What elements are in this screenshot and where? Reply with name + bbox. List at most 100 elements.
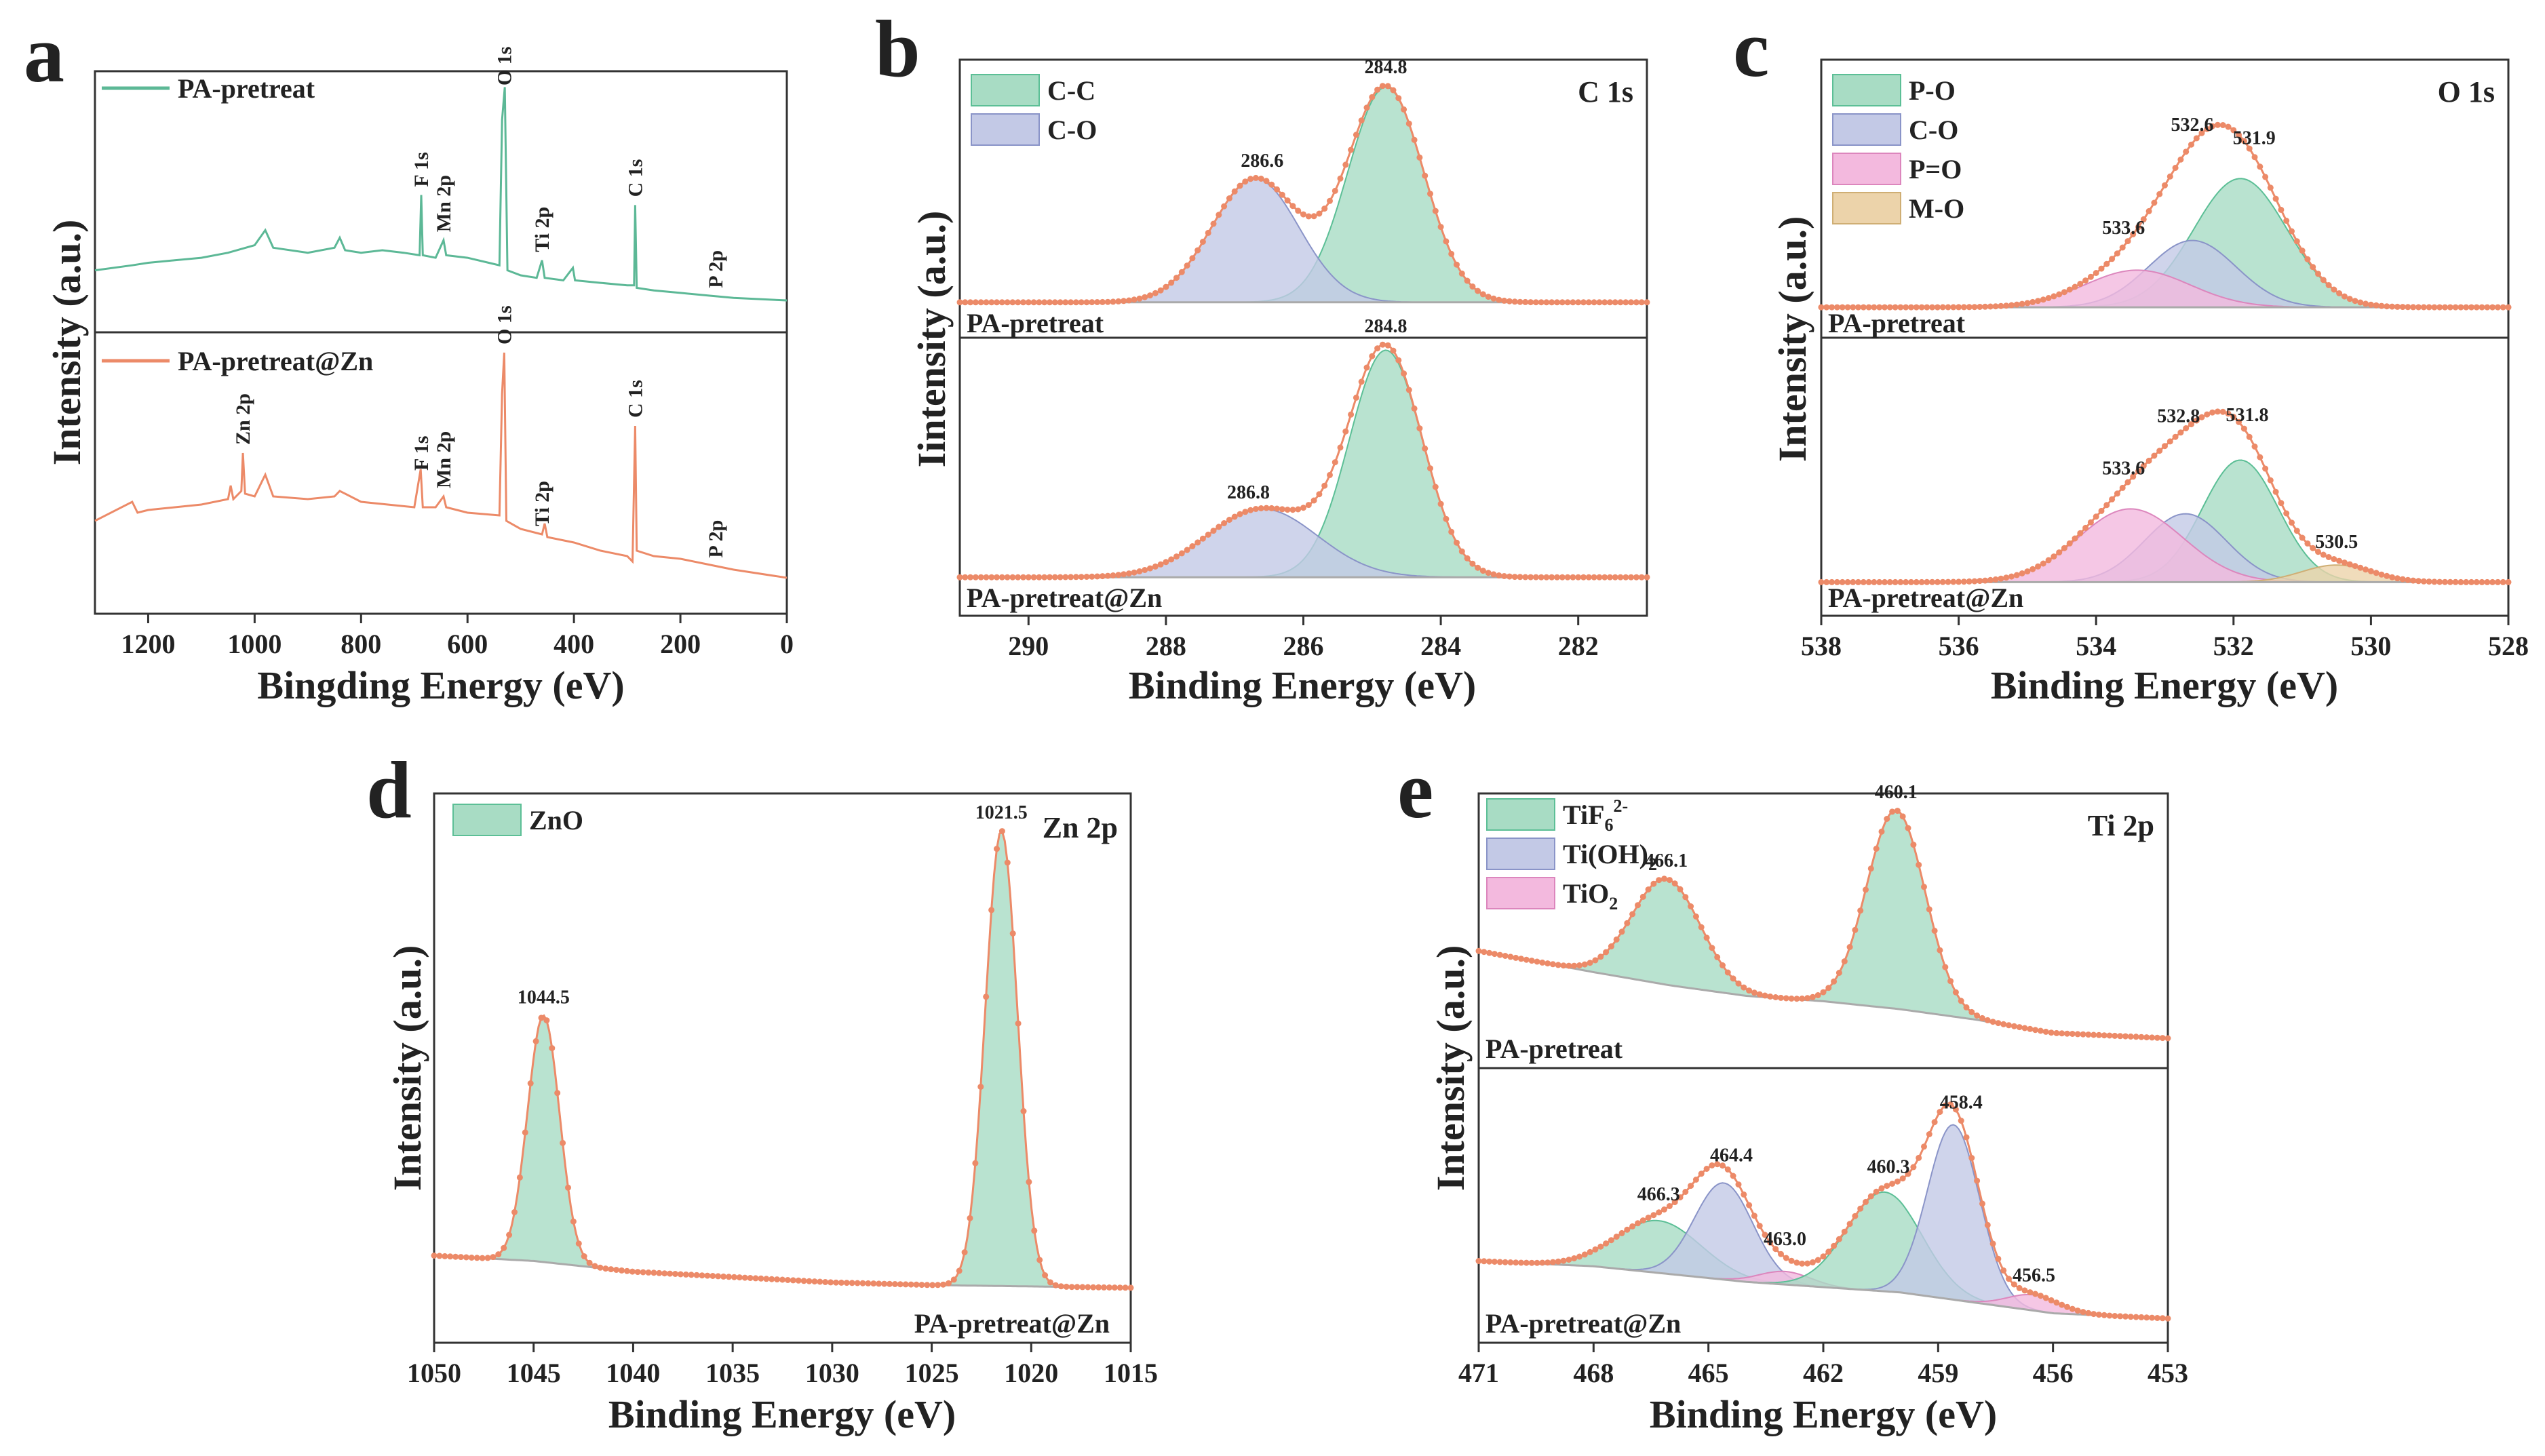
data-point — [549, 1045, 556, 1052]
data-point — [1062, 574, 1069, 581]
panel-a-x-ticks: 1200 1000 800 600 400 200 0 — [121, 614, 794, 659]
data-point — [2101, 1312, 2107, 1318]
data-point — [1804, 1260, 1811, 1267]
data-point — [1566, 1257, 1572, 1263]
data-point — [1353, 132, 1359, 138]
data-point — [1310, 213, 1317, 220]
data-point — [1575, 574, 1582, 581]
data-point — [1555, 962, 1561, 968]
data-point — [2310, 264, 2316, 271]
panel-letter-d: d — [366, 745, 412, 835]
data-point — [1677, 886, 1684, 892]
data-point — [1348, 146, 1355, 153]
data-point — [2069, 1031, 2076, 1037]
data-point — [1865, 304, 1872, 311]
data-point — [2183, 149, 2190, 155]
data-point — [1814, 992, 1821, 998]
data-point — [1502, 953, 1509, 959]
data-point — [2056, 549, 2063, 556]
data-point — [2112, 1032, 2118, 1039]
data-point — [2225, 123, 2232, 130]
data-point — [806, 1278, 813, 1284]
data-point — [1047, 574, 1053, 581]
data-point — [560, 1139, 566, 1146]
data-point — [2032, 1291, 2039, 1297]
data-point — [1030, 299, 1037, 306]
panel-c-legend-swatch-p-o — [1832, 74, 1901, 106]
data-point — [1937, 947, 1943, 953]
data-point — [817, 1278, 823, 1285]
data-point — [1989, 1240, 1996, 1247]
data-point — [2082, 277, 2089, 284]
data-point — [2394, 575, 2401, 582]
data-point — [1051, 299, 1058, 306]
data-point — [1804, 995, 1811, 1002]
data-point — [1443, 238, 1450, 245]
data-point — [2399, 304, 2406, 311]
data-point — [1072, 299, 1079, 306]
data-point — [843, 1280, 850, 1286]
survey-peak-label-pa-pretreat-mn-2p: Mn 2p — [433, 175, 455, 232]
data-point — [484, 1255, 491, 1261]
panel-b-legend-c-c: C-C — [1047, 75, 1095, 106]
data-point — [2138, 1034, 2145, 1040]
data-point — [1989, 1019, 1996, 1025]
data-point — [2085, 1310, 2092, 1316]
data-point — [1289, 203, 1296, 210]
data-point — [602, 1265, 609, 1272]
data-point — [2452, 578, 2459, 585]
data-point — [1820, 1253, 1827, 1260]
data-point — [1623, 574, 1629, 581]
data-point — [2008, 302, 2015, 309]
data-point — [2172, 433, 2179, 440]
panel-e-1-component-ti-oh-2-4 — [1478, 1124, 2169, 1320]
data-point — [1844, 578, 1851, 585]
data-point — [2064, 1303, 2070, 1310]
panel-c-tick-label-532: 532 — [2213, 631, 2254, 661]
data-point — [2468, 304, 2474, 311]
panel-c-0-data-points — [1818, 121, 2512, 311]
data-point — [1523, 956, 1530, 963]
data-point — [977, 574, 984, 581]
data-point — [1199, 239, 1206, 245]
data-point — [2066, 286, 2073, 293]
data-point — [1984, 1017, 1991, 1023]
panel-e-legend-swatch-ti-oh-2 — [1486, 838, 1555, 870]
data-point — [1809, 1259, 1816, 1265]
panel-e-1-peak-label-456-5: 456.5 — [2013, 1265, 2055, 1286]
data-point — [2032, 1027, 2039, 1034]
data-point — [463, 1254, 469, 1261]
data-point — [1591, 299, 1597, 306]
data-point — [1534, 958, 1540, 965]
data-point — [918, 1282, 925, 1288]
data-point — [1918, 304, 1925, 311]
data-point — [1083, 299, 1090, 306]
data-point — [2219, 122, 2226, 128]
data-point — [1846, 1221, 1853, 1227]
panel-e-tick-label-456: 456 — [2033, 1358, 2074, 1388]
panel-c-tick-label-530: 530 — [2350, 631, 2391, 661]
data-point — [1085, 1284, 1091, 1291]
data-point — [2040, 560, 2046, 567]
data-point — [1279, 506, 1285, 513]
data-point — [2154, 1034, 2160, 1041]
data-point — [575, 1240, 582, 1247]
data-point — [726, 1274, 732, 1280]
data-point — [1004, 859, 1011, 866]
data-point — [752, 1275, 759, 1282]
data-point — [2415, 578, 2422, 585]
data-point — [1047, 1279, 1053, 1286]
data-point — [1496, 1259, 1503, 1265]
data-point — [2289, 228, 2295, 235]
survey-legend-pa-pretreat-zn: PA-pretreat@Zn — [178, 346, 373, 376]
data-point — [1110, 572, 1116, 578]
data-point — [1157, 561, 1164, 568]
data-point — [1131, 296, 1138, 303]
panel-e-x-axis-title: Binding Energy (eV) — [1650, 1392, 1997, 1436]
data-point — [1395, 357, 1402, 363]
data-point — [1448, 528, 1455, 535]
data-point — [1607, 299, 1613, 306]
data-point — [2310, 545, 2316, 551]
data-point — [1395, 95, 1402, 102]
data-point — [2336, 290, 2343, 296]
